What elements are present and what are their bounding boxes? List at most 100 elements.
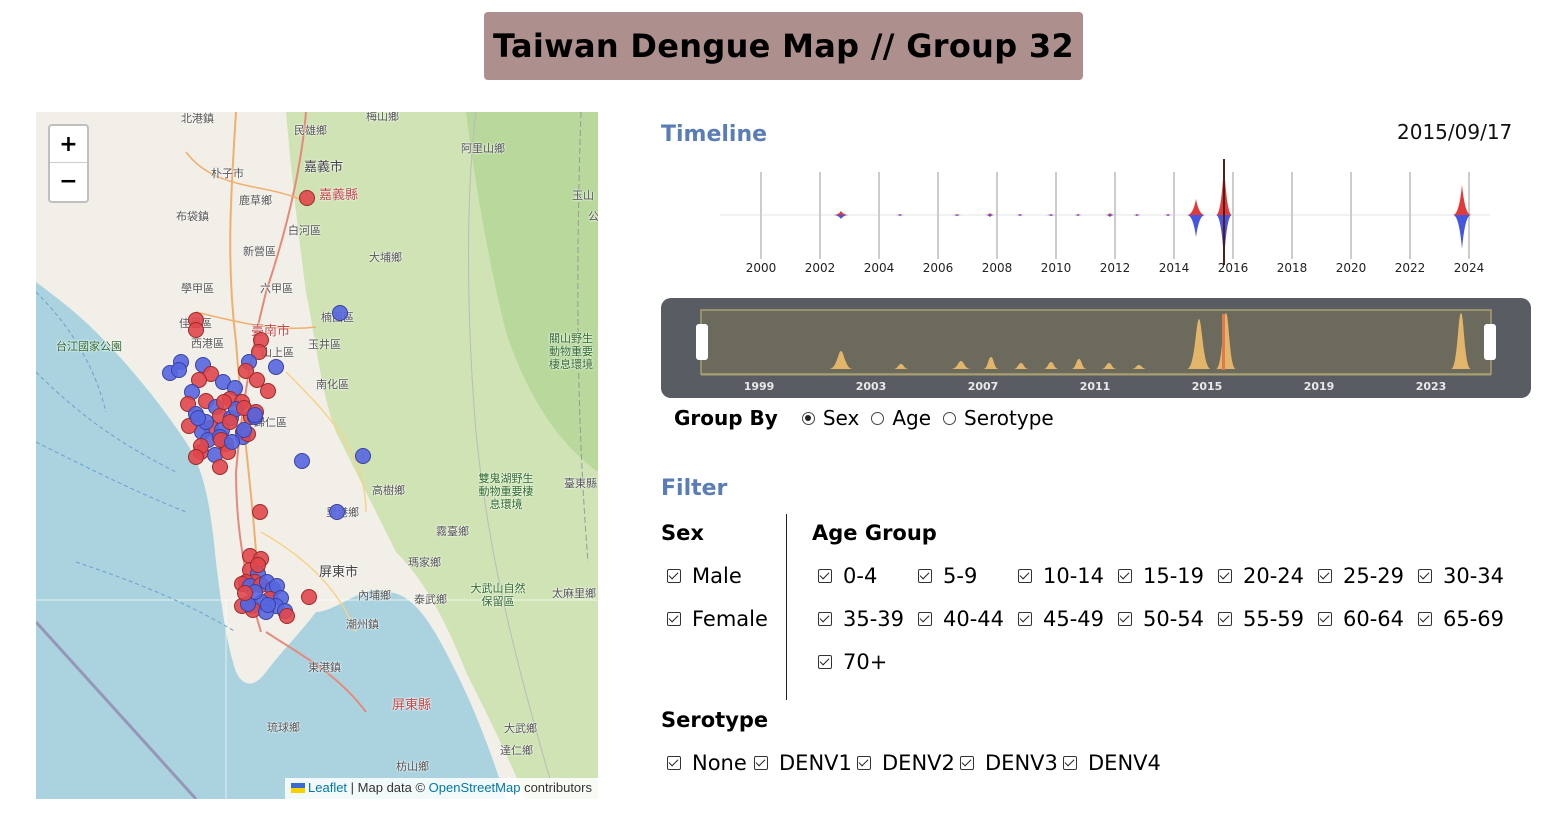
zoom-out-button[interactable]: − <box>59 169 78 194</box>
brush-tick-label: 2023 <box>1416 380 1447 393</box>
checkbox-box[interactable] <box>1218 569 1232 583</box>
case-marker-female[interactable] <box>329 504 345 520</box>
timeline-tick-label: 2000 <box>746 261 777 275</box>
map-label: 高樹鄉 <box>372 484 405 497</box>
checkbox-box[interactable] <box>818 569 832 583</box>
case-marker-male[interactable] <box>212 459 228 475</box>
case-marker-male[interactable] <box>279 608 295 624</box>
case-marker-female[interactable] <box>332 305 348 321</box>
case-marker-male[interactable] <box>238 363 254 379</box>
group-by-age-radio[interactable]: Age <box>871 406 931 430</box>
osm-link[interactable]: OpenStreetMap <box>428 780 521 795</box>
checkbox-box[interactable] <box>1218 612 1232 626</box>
case-marker-female[interactable] <box>294 453 310 469</box>
group-by-sex-radio[interactable]: Sex <box>801 406 860 430</box>
case-marker-male[interactable] <box>188 322 204 338</box>
case-marker-female[interactable] <box>171 362 187 378</box>
checkbox-box[interactable] <box>857 756 871 770</box>
checkbox-box[interactable] <box>1318 612 1332 626</box>
filter-female-checkbox[interactable]: Female <box>667 607 768 631</box>
case-marker-male[interactable] <box>299 190 315 206</box>
checkbox-box[interactable] <box>1318 569 1332 583</box>
map-label: 鹿草鄉 <box>239 194 272 207</box>
checkbox-box[interactable] <box>818 612 832 626</box>
filter-age-checkbox[interactable]: 0-4 <box>818 564 877 588</box>
filter-serotype-checkbox[interactable]: DENV1 <box>754 751 852 775</box>
checkbox-box[interactable] <box>1063 756 1077 770</box>
case-marker-male[interactable] <box>191 372 207 388</box>
checkbox-box[interactable] <box>667 612 681 626</box>
map-label: 大武鄉 <box>504 722 537 735</box>
case-marker-male[interactable] <box>222 414 238 430</box>
filter-age-checkbox[interactable]: 35-39 <box>818 607 904 631</box>
filter-age-checkbox[interactable]: 40-44 <box>918 607 1004 631</box>
case-marker-male[interactable] <box>252 504 268 520</box>
filter-age-checkbox[interactable]: 25-29 <box>1318 564 1404 588</box>
filter-age-checkbox[interactable]: 70+ <box>818 650 887 674</box>
filter-age-checkbox[interactable]: 55-59 <box>1218 607 1304 631</box>
page-title: Taiwan Dengue Map // Group 32 <box>492 27 1074 65</box>
map-label: 泰武鄉 <box>414 593 447 606</box>
filter-serotype-checkbox[interactable]: DENV2 <box>857 751 955 775</box>
filter-serotype-checkbox[interactable]: None <box>667 751 747 775</box>
case-marker-male[interactable] <box>216 394 232 410</box>
checkbox-box[interactable] <box>818 655 832 669</box>
leaflet-link[interactable]: Leaflet <box>308 780 348 795</box>
case-marker-female[interactable] <box>236 422 252 438</box>
checkbox-box[interactable] <box>1118 569 1132 583</box>
case-marker-female[interactable] <box>355 448 371 464</box>
checkbox-box[interactable] <box>918 612 932 626</box>
case-marker-male[interactable] <box>188 449 204 465</box>
filter-age-checkbox[interactable]: 15-19 <box>1118 564 1204 588</box>
case-marker-male[interactable] <box>250 557 266 573</box>
filter-age-checkbox[interactable]: 20-24 <box>1218 564 1304 588</box>
filter-age-checkbox[interactable]: 60-64 <box>1318 607 1404 631</box>
checkbox-box[interactable] <box>1118 612 1132 626</box>
timeline-female-area <box>896 215 904 216</box>
brush-chart[interactable]: 1999 2003 2007 2011 2015 2019 2023 <box>661 298 1531 398</box>
timeline-chart[interactable]: 2000 2002 2004 2006 2008 2010 2012 2014 2016 2018… <box>700 155 1500 280</box>
group-by-serotype-radio[interactable]: Serotype <box>943 406 1054 430</box>
filter-age-checkbox[interactable]: 65-69 <box>1418 607 1504 631</box>
case-marker-female[interactable] <box>190 410 206 426</box>
timeline-female-area <box>1453 215 1471 249</box>
radio-dot[interactable] <box>871 411 885 425</box>
timeline-female-area <box>1133 215 1141 216</box>
checkbox-box[interactable] <box>918 569 932 583</box>
checkbox-box[interactable] <box>960 756 974 770</box>
filter-age-checkbox[interactable]: 45-49 <box>1018 607 1104 631</box>
radio-label: Sex <box>822 406 860 430</box>
map-label: 阿里山鄉 <box>461 142 505 155</box>
timeline-male-area <box>985 213 995 215</box>
map-base-tiles[interactable] <box>36 112 598 799</box>
filter-serotype-checkbox[interactable]: DENV4 <box>1063 751 1161 775</box>
checkbox-box[interactable] <box>1018 569 1032 583</box>
case-marker-male[interactable] <box>237 585 253 601</box>
checkbox-box[interactable] <box>1018 612 1032 626</box>
filter-male-checkbox[interactable]: Male <box>667 564 742 588</box>
case-markers-layer[interactable] <box>36 112 598 799</box>
case-marker-female[interactable] <box>224 434 240 450</box>
case-marker-male[interactable] <box>260 383 276 399</box>
checkbox-box[interactable] <box>667 756 681 770</box>
filter-serotype-checkbox[interactable]: DENV3 <box>960 751 1058 775</box>
filter-age-checkbox[interactable]: 30-34 <box>1418 564 1504 588</box>
case-marker-female[interactable] <box>260 597 276 613</box>
filter-age-checkbox[interactable]: 50-54 <box>1118 607 1204 631</box>
case-marker-female[interactable] <box>247 407 263 423</box>
checkbox-box[interactable] <box>754 756 768 770</box>
filter-age-checkbox[interactable]: 5-9 <box>918 564 977 588</box>
map-view[interactable]: 北港鎮 民雄鄉 梅山鄉 阿里山鄉 嘉義市 朴子市 嘉義縣 鹿草鄉 布袋鎮 白河區… <box>36 112 598 799</box>
checkbox-box[interactable] <box>667 569 681 583</box>
radio-dot[interactable] <box>801 411 815 425</box>
zoom-in-button[interactable]: + <box>50 126 87 163</box>
case-marker-female[interactable] <box>268 359 284 375</box>
case-marker-male[interactable] <box>301 589 317 605</box>
case-marker-male[interactable] <box>249 372 265 388</box>
checkbox-box[interactable] <box>1418 569 1432 583</box>
radio-dot[interactable] <box>943 411 956 425</box>
filter-age-checkbox[interactable]: 10-14 <box>1018 564 1104 588</box>
time-range-brush[interactable]: 1999 2003 2007 2011 2015 2019 2023 <box>661 298 1531 398</box>
checkbox-box[interactable] <box>1418 612 1432 626</box>
case-marker-male[interactable] <box>251 344 267 360</box>
